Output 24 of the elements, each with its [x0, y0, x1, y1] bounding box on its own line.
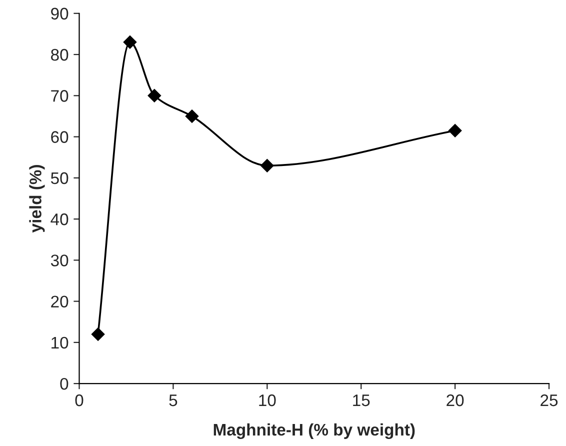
y-tick-label: 80	[51, 48, 68, 61]
y-tick-label: 30	[50, 254, 68, 266]
x-tick-label: 20	[446, 394, 464, 406]
point	[260, 158, 274, 172]
x-tick-label: 5	[169, 394, 178, 406]
point	[91, 328, 105, 341]
x-tick-label: 0	[75, 394, 84, 406]
y-tick-label: 50	[50, 172, 68, 184]
x-axis-title: Maghnite-H (% by weight)	[214, 423, 415, 440]
point	[123, 36, 137, 49]
point	[185, 110, 199, 123]
x-tick-label: 15	[353, 394, 370, 406]
y-tick-label: 0	[60, 378, 68, 390]
y-axis-title: yield (%)	[29, 165, 45, 233]
point	[448, 124, 462, 138]
x-tick-label: 10	[259, 394, 276, 406]
y-tick-label: 20	[51, 296, 68, 308]
y-tick-label: 60	[51, 131, 68, 143]
y-tick-label: 40	[50, 213, 68, 226]
x-tick-label: 25	[540, 394, 558, 406]
y-tick-label: 70	[51, 90, 68, 102]
y-tick-label: 90	[51, 8, 68, 20]
y-tick-label: 10	[52, 336, 68, 349]
point	[148, 89, 161, 102]
